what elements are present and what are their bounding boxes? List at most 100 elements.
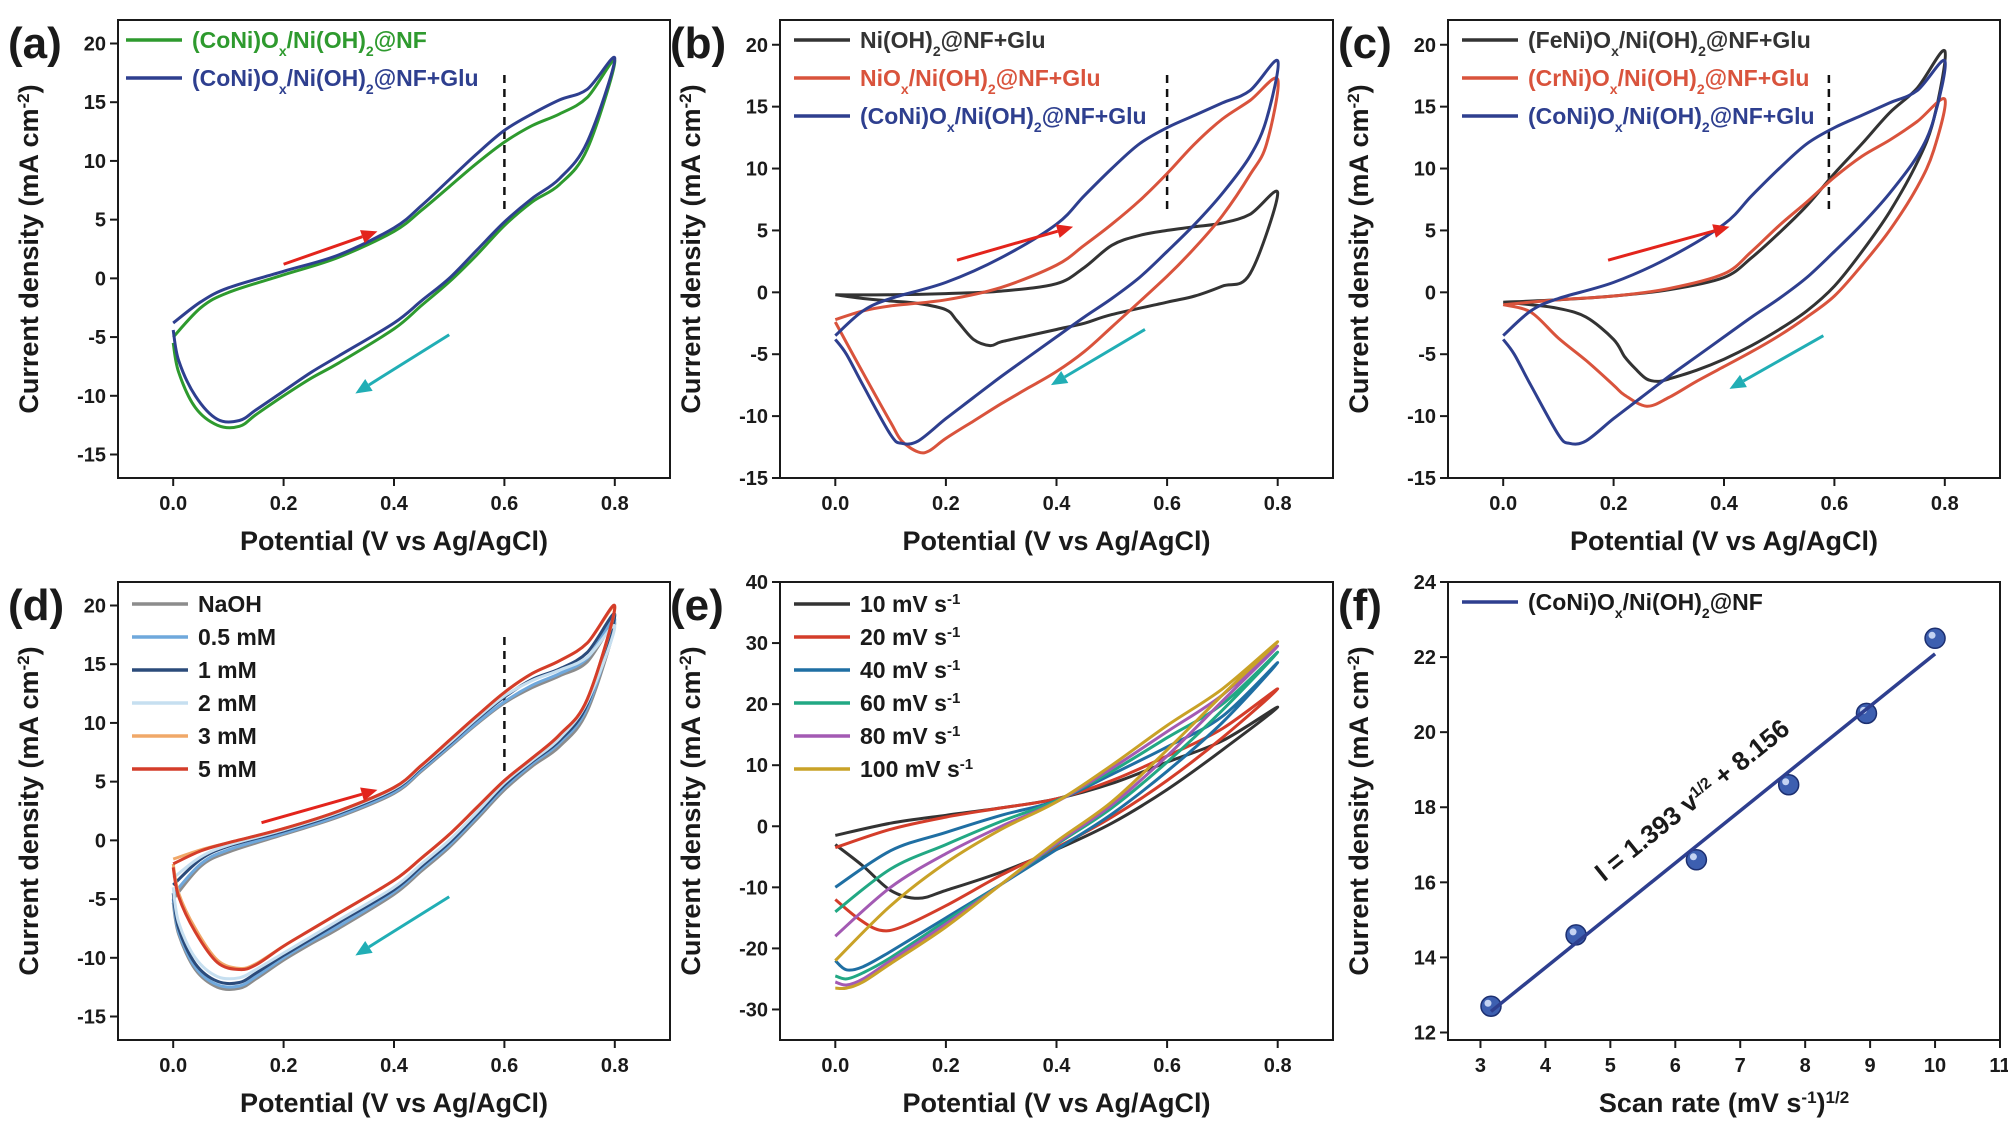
x-tick-label: 0.0 — [1489, 493, 1517, 515]
y-axis-label: Current density (mA cm-2) — [14, 84, 45, 413]
y-tick-label: -10 — [739, 877, 768, 899]
direction-arrow-head — [360, 787, 378, 801]
y-tick-label: 10 — [84, 151, 106, 173]
series-line-0 — [1503, 49, 1947, 383]
legend-label: 0.5 mM — [198, 624, 276, 650]
x-tick-label: 0.8 — [601, 1055, 629, 1077]
x-tick-label: 0.0 — [821, 1055, 849, 1077]
y-axis-label: Current density (mA cm-2) — [676, 646, 707, 975]
series-line-1 — [834, 687, 1280, 933]
y-tick-label: -15 — [77, 445, 106, 467]
data-point — [1924, 627, 1946, 650]
data-point-highlight — [1689, 853, 1697, 861]
legend-label: (CoNi)Ox/Ni(OH)2@NF — [1528, 589, 1763, 621]
y-tick-label: 15 — [84, 654, 106, 676]
x-tick-label: 0.6 — [1153, 1055, 1181, 1077]
y-tick-label: -10 — [1407, 406, 1436, 428]
x-tick-label: 11 — [1989, 1055, 2008, 1077]
y-tick-label: -20 — [739, 938, 768, 960]
plot-area — [1480, 627, 1946, 1017]
x-axis-label: Scan rate (mV s-1)1/2 — [1599, 1088, 1849, 1119]
y-tick-label: 20 — [84, 595, 106, 617]
legend-label: 80 mV s-1 — [860, 723, 960, 750]
x-tick-label: 9 — [1865, 1055, 1876, 1077]
x-tick-label: 7 — [1735, 1055, 1746, 1077]
plot-frame — [1447, 581, 2001, 1041]
data-point-highlight — [1782, 778, 1790, 786]
y-tick-label: 10 — [84, 713, 106, 735]
y-tick-label: 14 — [1414, 947, 1437, 969]
direction-arrow — [283, 235, 363, 266]
x-tick-label: 0.2 — [932, 1055, 960, 1077]
x-tick-label: 0.8 — [1931, 493, 1959, 515]
panel-letter: (d) — [8, 581, 64, 630]
y-tick-label: 5 — [1425, 220, 1436, 242]
x-axis-label: Potential (V vs Ag/AgCl) — [240, 526, 548, 556]
y-tick-label: -5 — [750, 344, 768, 366]
y-tick-label: 12 — [1414, 1022, 1436, 1044]
panel-b: 0.0 0.2 0.4 0.6 0.8 -15 -10 -5 0 5 10 15 20 Potential… — [670, 19, 1334, 556]
direction-arrow — [368, 895, 450, 949]
x-tick-label: 4 — [1540, 1055, 1552, 1077]
direction-arrow-head — [1055, 224, 1074, 238]
y-tick-label: 0 — [757, 282, 768, 304]
x-tick-label: 0.2 — [1600, 493, 1628, 515]
x-tick-label: 0.6 — [490, 493, 518, 515]
panel-c: 0.0 0.2 0.4 0.6 0.8 -15 -10 -5 0 5 10 15 20 Potential… — [1338, 19, 2001, 556]
y-tick-label: 18 — [1414, 797, 1436, 819]
x-axis-label: Potential (V vs Ag/AgCl) — [240, 1088, 548, 1118]
legend-label: (FeNi)Ox/Ni(OH)2@NF+Glu — [1528, 27, 1811, 59]
y-tick-label: 16 — [1414, 872, 1436, 894]
y-tick-label: -15 — [739, 468, 768, 490]
y-tick-label: 0 — [95, 830, 106, 852]
x-axis-label: Potential (V vs Ag/AgCl) — [1570, 526, 1878, 556]
y-tick-label: 30 — [746, 633, 768, 655]
panel-letter: (a) — [8, 19, 62, 68]
y-tick-label: -10 — [739, 406, 768, 428]
x-tick-label: 8 — [1800, 1055, 1811, 1077]
x-tick-label: 0.0 — [821, 493, 849, 515]
fit-line — [1489, 652, 1937, 1013]
y-axis-label: Current density (mA cm-2) — [14, 646, 45, 975]
y-tick-label: 15 — [1414, 97, 1436, 119]
legend-label: 40 mV s-1 — [860, 657, 960, 684]
direction-arrow-head — [1712, 224, 1730, 238]
x-tick-label: 0.6 — [490, 1055, 518, 1077]
x-tick-label: 0.4 — [380, 1055, 409, 1077]
direction-arrow-head — [355, 941, 373, 956]
legend-label: (CoNi)Ox/Ni(OH)2@NF+Glu — [860, 103, 1147, 135]
legend-label: (CoNi)Ox/Ni(OH)2@NF+Glu — [1528, 103, 1815, 135]
direction-arrow-head — [360, 230, 378, 244]
x-tick-label: 0.4 — [380, 493, 409, 515]
direction-arrow — [956, 229, 1059, 262]
y-tick-label: 15 — [746, 97, 768, 119]
x-tick-label: 10 — [1924, 1055, 1946, 1077]
y-axis-label: Current density (mA cm-2) — [676, 84, 707, 413]
y-tick-label: 5 — [95, 210, 106, 232]
y-tick-label: 15 — [84, 92, 106, 114]
y-tick-label: -15 — [1407, 468, 1436, 490]
series-line-2 — [834, 661, 1280, 972]
plot-area — [171, 55, 617, 430]
legend-label: 100 mV s-1 — [860, 756, 973, 783]
legend-label: 3 mM — [198, 723, 257, 749]
panel-letter: (f) — [1338, 581, 1382, 630]
legend-label: 60 mV s-1 — [860, 690, 960, 717]
x-tick-label: 0.6 — [1820, 493, 1848, 515]
data-point-highlight — [1928, 631, 1936, 639]
y-tick-label: -10 — [77, 386, 106, 408]
panel-letter: (c) — [1338, 19, 1392, 68]
series-line-2 — [1502, 58, 1947, 446]
direction-arrow — [1063, 328, 1146, 379]
panel-letter: (e) — [670, 581, 724, 630]
y-tick-label: -5 — [88, 889, 106, 911]
series-line-3 — [834, 650, 1280, 981]
series-line-1 — [1502, 97, 1947, 408]
panel-e: 0.0 0.2 0.4 0.6 0.8 -30 -20 -10 0 10 20 30 40 Potenti… — [670, 572, 1334, 1118]
y-tick-label: 22 — [1414, 647, 1436, 669]
direction-arrow — [1607, 229, 1715, 262]
y-axis-label: Current density (mA cm-2) — [1344, 646, 1375, 975]
x-tick-label: 0.4 — [1710, 493, 1739, 515]
direction-arrow — [1742, 334, 1825, 383]
